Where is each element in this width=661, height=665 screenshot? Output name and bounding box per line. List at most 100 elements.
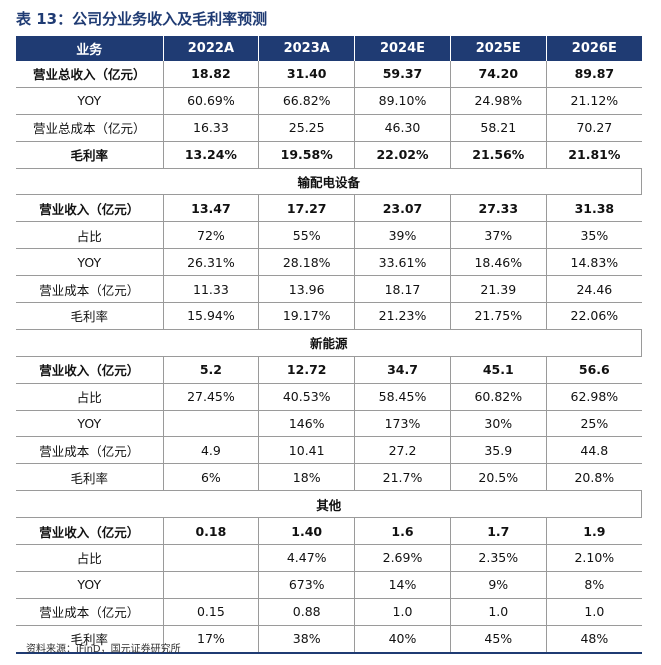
table-cell: 21.39 (449, 275, 547, 304)
table-cell: 14% (354, 571, 451, 599)
table-cell: 59.37 (354, 61, 451, 88)
row-label: 营业总收入（亿元） (16, 61, 163, 88)
table-cell: 21.7% (354, 463, 451, 492)
table-cell: 24.46 (545, 275, 642, 304)
table-cell: 19.58% (258, 141, 355, 169)
table-cell: 60.82% (449, 383, 547, 411)
table-cell: 8% (545, 571, 642, 599)
column-header: 业务 (16, 36, 163, 61)
row-label: YOY (16, 410, 163, 438)
table-cell: 17% (162, 625, 259, 654)
section-header-row: 其他 (16, 490, 643, 519)
table-cell: 18.17 (354, 275, 451, 304)
row-label: 毛利率 (16, 625, 163, 654)
table-cell: 1.0 (449, 598, 547, 626)
table-cell: 58.45% (354, 383, 451, 411)
table-cell: 16.33 (162, 114, 259, 142)
table-cell (162, 410, 259, 438)
table-cell: 34.7 (354, 356, 451, 384)
table-cell: 21.12% (545, 87, 642, 115)
table-cell: 1.7 (449, 517, 547, 546)
table-cell: 39% (354, 221, 451, 250)
row-label: 营业成本（亿元） (16, 275, 163, 304)
table-cell: 28.18% (258, 248, 355, 277)
table-row: YOY 673% 14% 9% 8% (16, 571, 642, 599)
table-cell: 1.6 (354, 517, 451, 546)
row-label: YOY (16, 571, 163, 599)
table-cell: 27.2 (354, 436, 451, 465)
table-cell: 11.33 (162, 275, 259, 304)
table-row: 毛利率 17% 38% 40% 45% 48% (16, 625, 642, 654)
row-label: 毛利率 (16, 463, 163, 492)
row-label: 营业收入（亿元） (16, 356, 163, 384)
table-row: 营业收入（亿元） 5.2 12.72 34.7 45.1 56.6 (16, 356, 642, 384)
row-label: 占比 (16, 383, 163, 411)
table-row: YOY 60.69% 66.82% 89.10% 24.98% 21.12% (16, 87, 642, 115)
table-cell (162, 571, 259, 599)
table-cell: 18% (258, 463, 355, 492)
table-body: 营业总收入（亿元） 18.82 31.40 59.37 74.20 89.87 YOY 60.… (16, 61, 643, 654)
table-row: 营业总成本（亿元） 16.33 25.25 46.30 58.21 70.27 (16, 114, 642, 142)
table-row: 营业收入（亿元） 0.18 1.40 1.6 1.7 1.9 (16, 517, 642, 546)
row-label: 营业成本（亿元） (16, 436, 163, 465)
table-cell: 21.56% (449, 141, 547, 169)
table-cell: 1.9 (545, 517, 642, 546)
table-cell: 62.98% (545, 383, 642, 411)
table-cell: 12.72 (258, 356, 355, 384)
table-cell: 0.15 (162, 598, 259, 626)
table-cell: 10.41 (258, 436, 355, 465)
source-note: 资料来源：iFinD，国元证券研究所 (26, 644, 181, 655)
table-cell: 14.83% (545, 248, 642, 277)
table-cell: 673% (258, 571, 355, 599)
row-label: 营业收入（亿元） (16, 194, 163, 223)
row-label: 毛利率 (16, 302, 163, 330)
row-label: 营业成本（亿元） (16, 598, 163, 626)
table-cell: 35.9 (449, 436, 547, 465)
table-row: 营业总收入（亿元） 18.82 31.40 59.37 74.20 89.87 (16, 61, 642, 88)
row-label: 占比 (16, 544, 163, 572)
table-cell: 40.53% (258, 383, 355, 411)
table-cell: 89.10% (354, 87, 451, 115)
table-cell: 89.87 (545, 61, 642, 88)
table-cell: 21.81% (545, 141, 642, 169)
table-cell: 17.27 (258, 194, 355, 223)
column-header: 2023A (258, 36, 355, 61)
table-cell: 27.33 (449, 194, 547, 223)
table-cell: 22.02% (354, 141, 451, 169)
table-cell: 20.5% (449, 463, 547, 492)
section-header-row: 新能源 (16, 329, 643, 357)
column-header: 2026E (545, 36, 642, 61)
table-row: 占比 4.47% 2.69% 2.35% 2.10% (16, 544, 642, 572)
table-cell: 5.2 (162, 356, 259, 384)
section-label: 其他 (16, 490, 643, 519)
table-cell: 40% (354, 625, 451, 654)
table-row: YOY 146% 173% 30% 25% (16, 410, 642, 438)
row-label: 营业总成本（亿元） (16, 114, 163, 142)
table-cell: 24.98% (449, 87, 547, 115)
table-cell: 2.69% (354, 544, 451, 572)
table-cell: 21.23% (354, 302, 451, 330)
table-row: 毛利率 15.94% 19.17% 21.23% 21.75% 22.06% (16, 302, 642, 330)
table-cell: 30% (449, 410, 547, 438)
table-cell: 19.17% (258, 302, 355, 330)
table-cell: 56.6 (545, 356, 642, 384)
table-cell (162, 544, 259, 572)
table-cell: 72% (162, 221, 259, 250)
table-cell: 70.27 (545, 114, 642, 142)
table-cell: 4.9 (162, 436, 259, 465)
table-cell: 27.45% (162, 383, 259, 411)
table-cell: 44.8 (545, 436, 642, 465)
table-row: 占比 27.45% 40.53% 58.45% 60.82% 62.98% (16, 383, 642, 411)
table-cell: 15.94% (162, 302, 259, 330)
table-cell: 20.8% (545, 463, 642, 492)
table-cell: 2.35% (449, 544, 547, 572)
section-header-row: 输配电设备 (16, 168, 643, 196)
table-cell: 58.21 (449, 114, 547, 142)
table-cell: 38% (258, 625, 355, 654)
row-label: YOY (16, 248, 163, 277)
table-row: YOY 26.31% 28.18% 33.61% 18.46% 14.83% (16, 248, 642, 277)
table-cell: 45.1 (449, 356, 547, 384)
row-label: 毛利率 (16, 141, 163, 169)
row-label: 占比 (16, 221, 163, 250)
table-row: 毛利率 13.24% 19.58% 22.02% 21.56% 21.81% (16, 141, 642, 169)
